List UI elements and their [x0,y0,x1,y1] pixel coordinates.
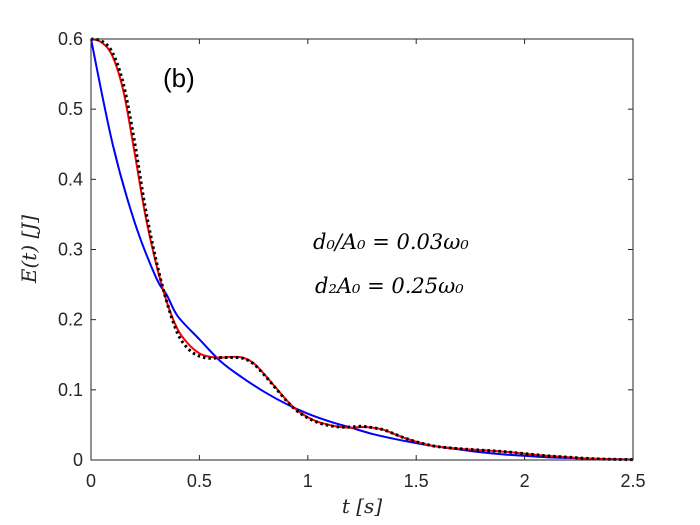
plot-area [91,39,633,460]
series-layer [90,37,634,462]
y-tick-label: 0 [73,450,83,470]
x-axis-title: t [s] [342,494,382,518]
y-tick-label: 0.6 [58,29,83,49]
y-tick-label: 0.1 [58,380,83,400]
y-tick-label: 0.5 [58,99,83,119]
x-tick-label: 2.5 [620,471,645,491]
x-tick-label: 0.5 [187,471,212,491]
y-tick-label: 0.2 [58,310,83,330]
y-tick-label: 0.3 [58,240,83,260]
x-tick-label: 1 [303,471,313,491]
annotation-d2-product: d₂A₀ = 0.25ω₀ [315,274,464,298]
x-tick-label: 2 [520,471,530,491]
y-axis-title: E(t) [J] [17,215,41,284]
x-tick-label: 1.5 [404,471,429,491]
annotation-d0-ratio: d₀/A₀ = 0.03ω₀ [313,230,469,254]
y-tick-label: 0.4 [58,169,83,189]
series-line-approximation [90,37,634,462]
panel-label: (b) [163,63,195,93]
tick-layer: 0 0.5 1 1.5 2 2.5 0 0.1 0.2 0.3 0.4 0.5 0.6 [58,29,646,491]
x-tick-label: 0 [86,471,96,491]
